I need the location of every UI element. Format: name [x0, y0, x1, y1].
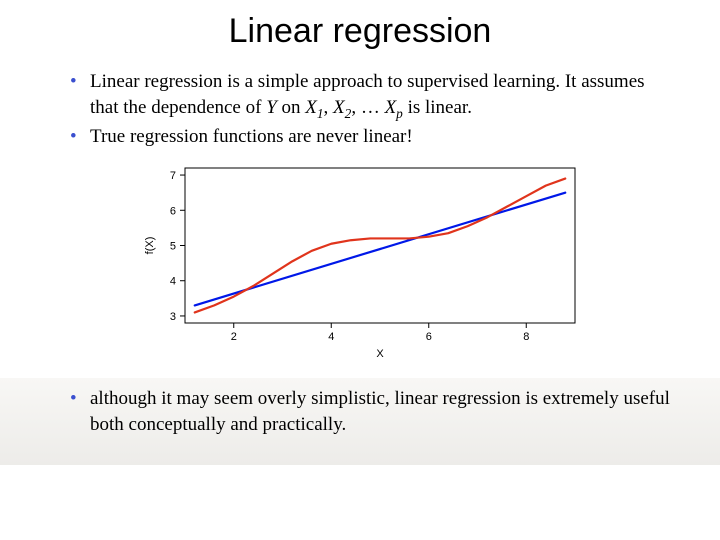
bullet-2: True regression functions are never line…	[70, 124, 670, 150]
svg-text:5: 5	[170, 241, 176, 253]
chart-container: 2 4 6 8 3 4 5 6 7 Xf(X)	[50, 158, 670, 368]
svg-text:6: 6	[426, 331, 432, 343]
bullets-bottom: although it may seem overly simplistic, …	[70, 386, 670, 437]
svg-text:2: 2	[231, 331, 237, 343]
bullets-top: Linear regression is a simple approach t…	[70, 69, 670, 150]
bullet-1: Linear regression is a simple approach t…	[70, 69, 670, 122]
bullet-3: although it may seem overly simplistic, …	[70, 386, 670, 437]
svg-text:6: 6	[170, 205, 176, 217]
svg-text:8: 8	[523, 331, 529, 343]
svg-text:3: 3	[170, 311, 176, 323]
svg-text:4: 4	[328, 331, 334, 343]
svg-text:X: X	[376, 348, 384, 360]
svg-text:f(X): f(X)	[144, 237, 156, 255]
regression-chart: 2 4 6 8 3 4 5 6 7 Xf(X)	[130, 158, 590, 368]
footer-block: although it may seem overly simplistic, …	[0, 378, 720, 465]
slide-title: Linear regression	[50, 12, 670, 51]
svg-text:7: 7	[170, 170, 176, 182]
svg-text:4: 4	[170, 276, 176, 288]
slide: Linear regression Linear regression is a…	[0, 0, 720, 540]
